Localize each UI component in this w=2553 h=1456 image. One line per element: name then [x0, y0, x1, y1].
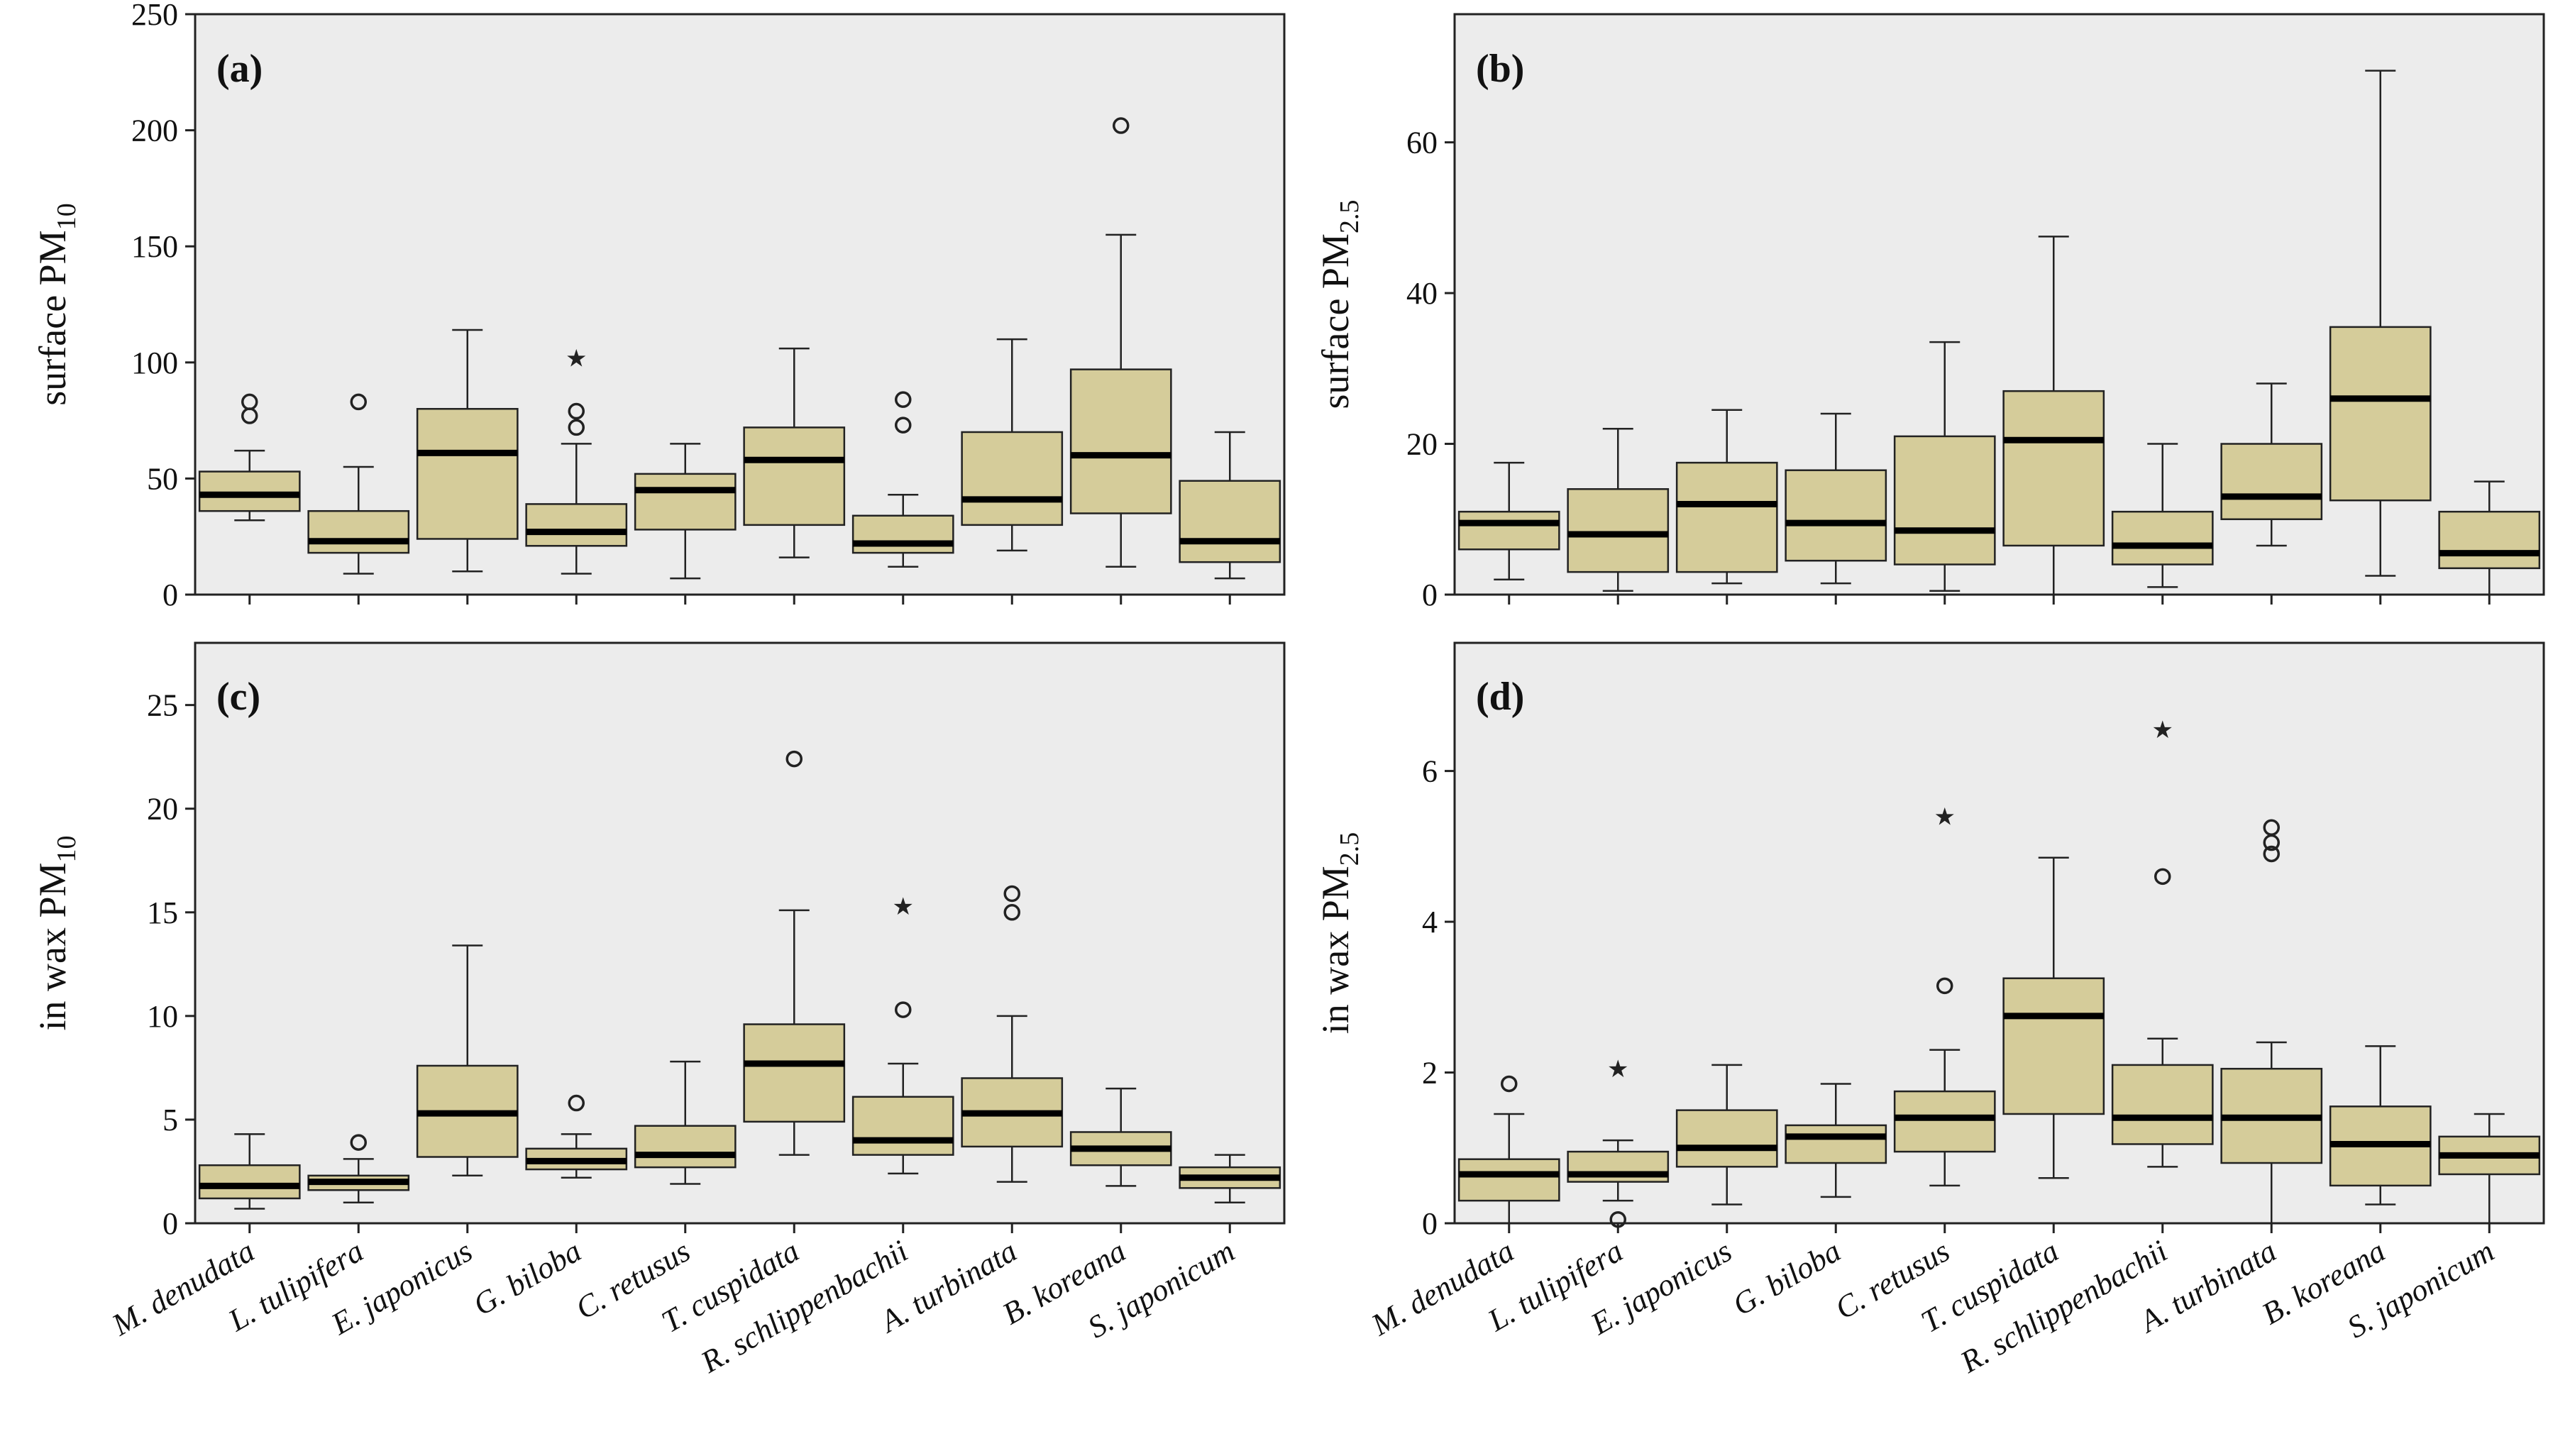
outlier-star-c-6-0: ★	[893, 893, 914, 921]
y-tick-label-a-0: 0	[162, 578, 178, 612]
y-tick-label-a-4: 200	[131, 114, 178, 148]
outlier-star-d-6-0: ★	[2152, 716, 2173, 744]
outlier-circle-d-6-0	[2154, 868, 2171, 886]
outlier-star-d-4-0: ★	[1934, 803, 1956, 831]
box-c-0	[198, 1164, 301, 1200]
y-axis-label-a: surface PM10	[31, 203, 82, 405]
outlier-circle-d-4-0	[1936, 977, 1953, 995]
box-b-0	[1457, 510, 1560, 551]
box-a-3	[525, 503, 628, 547]
category-label-c-3: G. biloba	[468, 1233, 587, 1323]
box-d-6	[2111, 1064, 2214, 1145]
y-tick-label-a-1: 50	[147, 461, 178, 496]
outlier-circle-a-6-1	[895, 391, 912, 408]
panel-label-b: (b)	[1476, 47, 1524, 91]
box-b-2	[1675, 461, 1778, 573]
panel-a: ★ (a) surface PM10 0 50 100 150 200 250	[31, 0, 1286, 612]
y-tick-label-a-5: 250	[131, 0, 178, 32]
outlier-circle-c-5-0	[785, 750, 803, 768]
outlier-circle-c-6-0	[895, 1001, 912, 1018]
box-b-9	[2438, 510, 2541, 570]
outlier-circle-c-7-0	[1003, 904, 1020, 921]
box-d-4	[1893, 1090, 1996, 1153]
box-a-7	[961, 431, 1064, 526]
y-tick-label-a-3: 150	[131, 229, 178, 264]
box-b-8	[2329, 326, 2432, 502]
y-tick-label-c-5: 25	[147, 688, 178, 723]
box-b-5	[2002, 390, 2105, 547]
box-a-5	[743, 426, 846, 526]
y-tick-label-b-0: 0	[1422, 578, 1438, 612]
box-b-4	[1893, 435, 1996, 566]
category-label-d-3: G. biloba	[1727, 1233, 1846, 1323]
panel-label-a: (a)	[216, 47, 263, 91]
outlier-circle-a-6-0	[895, 417, 912, 434]
y-tick-label-c-3: 15	[147, 895, 178, 930]
y-tick-label-d-1: 2	[1422, 1056, 1438, 1091]
y-axis-label-b: surface PM2.5	[1314, 200, 1364, 409]
outlier-circle-a-8-0	[1113, 117, 1130, 134]
outlier-circle-a-1-0	[350, 393, 367, 411]
plot-area-c	[194, 641, 1286, 1225]
box-c-6	[851, 1096, 954, 1156]
panel-label-d: (d)	[1476, 675, 1524, 719]
marks-a: ★	[198, 117, 1281, 580]
box-d-0	[1457, 1158, 1560, 1202]
y-tick-label-c-1: 5	[162, 1103, 178, 1137]
box-a-1	[307, 509, 410, 554]
outlier-circle-a-3-1	[568, 402, 585, 420]
y-tick-label-d-0: 0	[1422, 1206, 1438, 1241]
box-b-7	[2220, 443, 2323, 521]
box-a-6	[851, 514, 954, 554]
box-a-4	[634, 473, 737, 531]
outlier-circle-a-0-1	[241, 393, 258, 411]
box-b-1	[1567, 488, 1670, 573]
outlier-star-a-3-0: ★	[566, 344, 587, 373]
outlier-circle-c-3-0	[568, 1094, 585, 1112]
box-d-3	[1785, 1124, 1887, 1164]
box-c-4	[634, 1125, 737, 1169]
marks-c: ★	[198, 750, 1281, 1210]
y-tick-label-a-2: 100	[131, 346, 178, 380]
box-d-5	[2002, 977, 2105, 1115]
y-axis-label-c: in wax PM10	[31, 835, 82, 1030]
marks-d: ★ ★ ★	[1457, 716, 2541, 1228]
outlier-circle-a-3-0	[568, 419, 585, 436]
box-a-2	[416, 407, 519, 540]
box-b-3	[1785, 469, 1887, 562]
outlier-star-d-1-0: ★	[1607, 1055, 1628, 1083]
box-a-8	[1069, 368, 1172, 514]
panel-b: (b) surface PM2.5 0 20 40 60	[1314, 13, 2545, 612]
y-tick-label-c-4: 20	[147, 792, 178, 827]
y-tick-label-b-1: 20	[1406, 427, 1438, 462]
y-tick-label-c-0: 0	[162, 1206, 178, 1241]
box-a-9	[1179, 480, 1281, 563]
y-axis-label-d: in wax PM2.5	[1314, 832, 1364, 1035]
box-c-5	[743, 1023, 846, 1123]
y-tick-label-b-2: 40	[1406, 276, 1438, 311]
box-b-6	[2111, 510, 2214, 566]
outlier-circle-c-7-1	[1003, 885, 1020, 903]
y-tick-label-d-2: 4	[1422, 905, 1438, 939]
y-tick-label-b-3: 60	[1406, 126, 1438, 160]
outlier-circle-d-7-0	[2263, 845, 2280, 863]
panel-label-c: (c)	[216, 675, 260, 719]
outlier-circle-c-1-0	[350, 1134, 367, 1151]
outlier-circle-d-7-2	[2263, 819, 2280, 837]
outlier-circle-d-0-0	[1501, 1075, 1518, 1093]
marks-b	[1457, 70, 2541, 596]
y-tick-label-d-3: 6	[1422, 754, 1438, 789]
box-a-0	[198, 470, 301, 512]
box-d-2	[1675, 1109, 1778, 1168]
y-tick-label-c-2: 10	[147, 999, 178, 1034]
